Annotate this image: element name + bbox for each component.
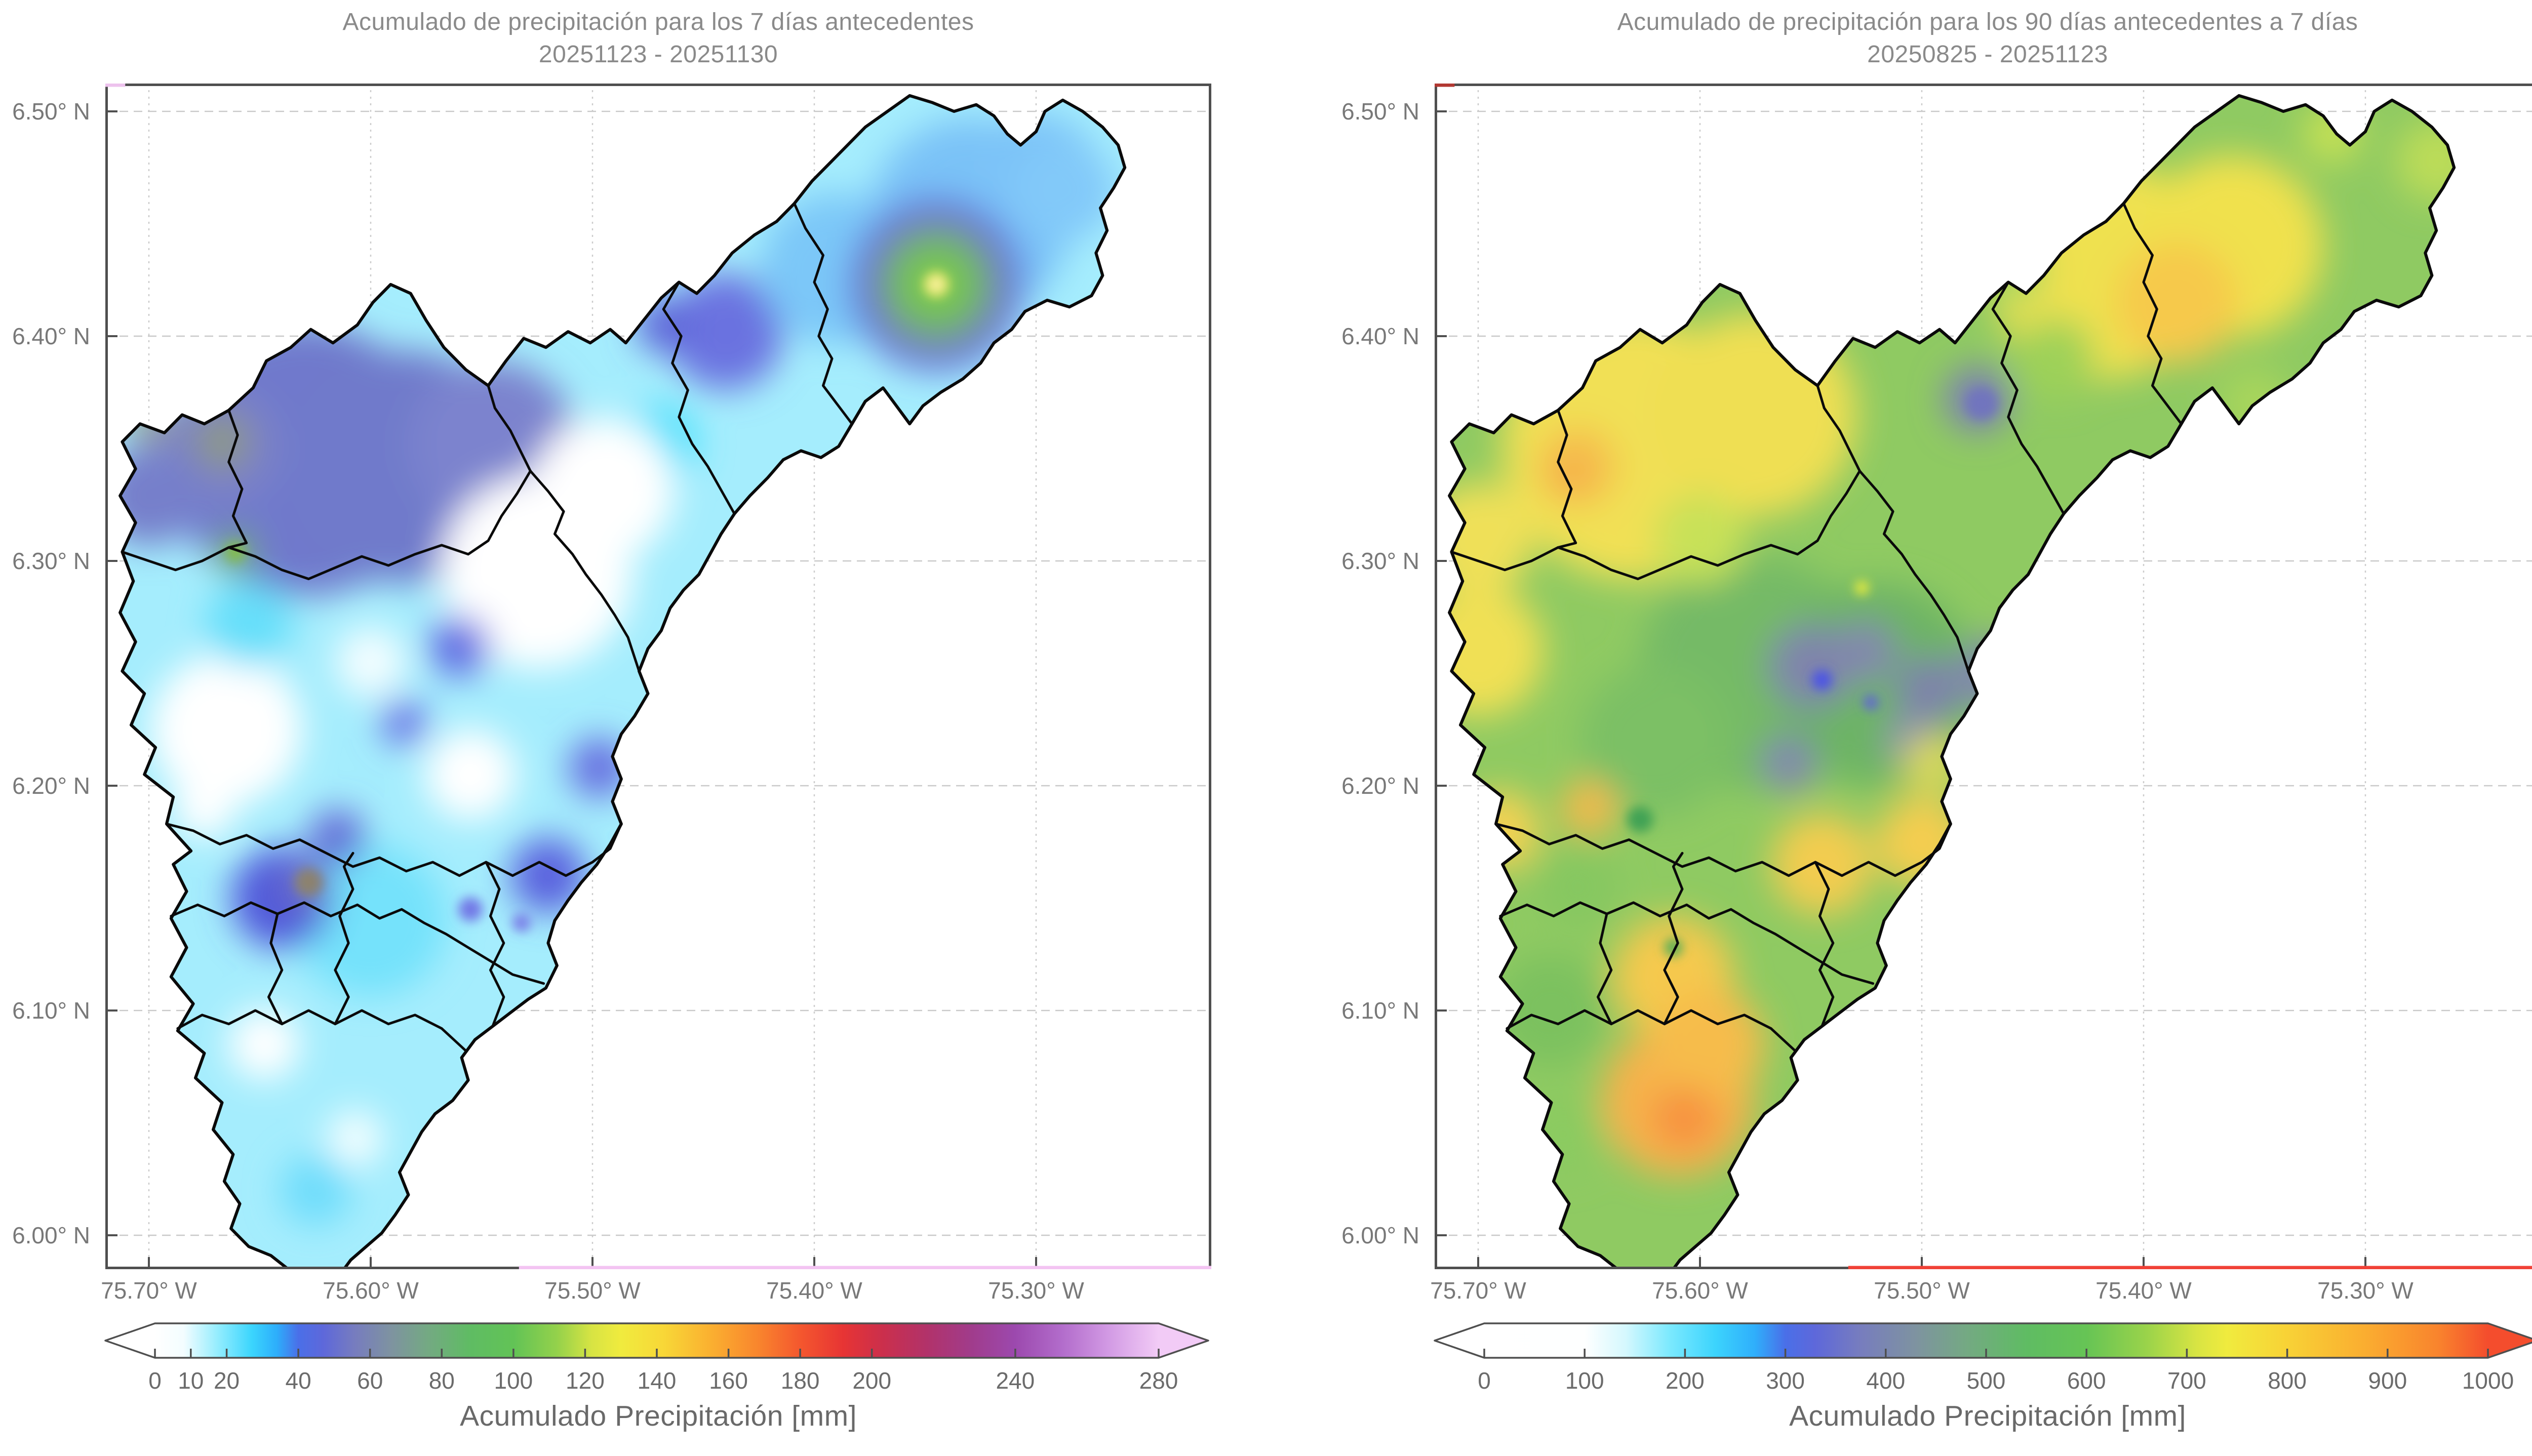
colorbar-tick-label: 280 — [1139, 1367, 1178, 1394]
colorbar-tick-label: 600 — [2067, 1367, 2106, 1394]
y-tick-label: 6.20° N — [1341, 773, 1419, 799]
right-colorbar-label: Acumulado Precipitación [mm] — [1789, 1400, 2186, 1432]
region-outline — [118, 94, 1127, 1293]
colorbar-tick-label: 400 — [1866, 1367, 1906, 1394]
left-panel-title: Acumulado de precipitación para los 7 dí… — [0, 6, 1317, 71]
left-colorbar — [101, 1320, 1212, 1363]
colorbar-tick-label: 0 — [1478, 1367, 1491, 1394]
domain-edge-overlays — [105, 83, 1211, 1270]
colorbar-ticks — [154, 1349, 1160, 1357]
colorbar-tick-label: 200 — [1666, 1367, 1705, 1394]
x-tick-label: 75.50° W — [1874, 1277, 1970, 1304]
domain-edge-overlays — [1435, 83, 2532, 1270]
colorbar-frame — [104, 1322, 1209, 1359]
colorbar-tick-label: 0 — [148, 1367, 162, 1394]
colorbar-tick-label: 100 — [1565, 1367, 1604, 1394]
y-tick-label: 6.40° N — [1341, 323, 1419, 349]
x-tick-label: 75.40° W — [2095, 1277, 2192, 1304]
colorbar-tick-label: 300 — [1766, 1367, 1805, 1394]
y-tick-label: 6.30° N — [1341, 548, 1419, 574]
colorbar-tick-label: 20 — [213, 1367, 240, 1394]
x-tick-label: 75.60° W — [1652, 1277, 1748, 1304]
map-svg-p1 — [1435, 83, 2532, 1293]
colorbar-tick-label: 160 — [709, 1367, 748, 1394]
colorbar-svg-p0 — [104, 1322, 1209, 1359]
colorbar-tick-label: 900 — [2368, 1367, 2407, 1394]
y-tick-label: 6.20° N — [12, 773, 90, 799]
precipitation-field — [120, 95, 1125, 1292]
precipitation-field — [1449, 95, 2455, 1292]
x-tick-label: 75.40° W — [766, 1277, 862, 1304]
municipality-borders — [121, 202, 853, 1053]
right-panel-title: Acumulado de precipitación para los 90 d… — [1329, 6, 2532, 71]
colorbar-gradient — [105, 1323, 1208, 1358]
colorbar-frame — [1434, 1322, 2532, 1359]
colorbar-tick-label: 80 — [428, 1367, 455, 1394]
colorbar-ticks — [1483, 1349, 2489, 1357]
y-tick-label: 6.30° N — [12, 548, 90, 574]
y-tick-label: 6.40° N — [12, 323, 90, 349]
left-title-line2: 20251123 - 20251130 — [538, 41, 778, 68]
colorbar-tick-label: 140 — [637, 1367, 677, 1394]
colorbar-tick-label: 500 — [1966, 1367, 2006, 1394]
x-tick-label: 75.30° W — [988, 1277, 1084, 1304]
x-tick-label: 75.30° W — [2317, 1277, 2414, 1304]
colorbar-tick-label: 10 — [178, 1367, 204, 1394]
left-map-plot — [105, 83, 1211, 1293]
colorbar-tick-label: 120 — [566, 1367, 605, 1394]
left-title-line1: Acumulado de precipitación para los 7 dí… — [342, 9, 974, 35]
colorbar-tick-label: 40 — [285, 1367, 311, 1394]
right-map-plot — [1435, 83, 2532, 1293]
colorbar-tick-label: 200 — [852, 1367, 892, 1394]
x-tick-label: 75.70° W — [1430, 1277, 1526, 1304]
x-tick-label: 75.60° W — [323, 1277, 419, 1304]
colorbar-tick-label: 60 — [357, 1367, 383, 1394]
y-tick-label: 6.00° N — [1341, 1222, 1419, 1248]
region-outline — [1448, 94, 2456, 1293]
right-colorbar — [1430, 1320, 2532, 1363]
colorbar-tick-label: 100 — [494, 1367, 533, 1394]
colorbar-tick-label: 240 — [996, 1367, 1035, 1394]
municipality-borders — [1450, 202, 2183, 1053]
x-tick-label: 75.70° W — [101, 1277, 197, 1304]
right-title-line1: Acumulado de precipitación para los 90 d… — [1617, 9, 2358, 35]
right-title-line2: 20250825 - 20251123 — [1867, 41, 2108, 68]
left-colorbar-label: Acumulado Precipitación [mm] — [460, 1400, 857, 1432]
colorbar-tick-label: 700 — [2167, 1367, 2206, 1394]
colorbar-svg-p1 — [1434, 1322, 2532, 1359]
y-tick-label: 6.10° N — [12, 997, 90, 1024]
colorbar-tick-label: 180 — [780, 1367, 820, 1394]
y-tick-label: 6.50° N — [12, 98, 90, 125]
map-svg-p0 — [105, 83, 1211, 1293]
colorbar-tick-label: 800 — [2268, 1367, 2307, 1394]
colorbar-tick-label: 1000 — [2462, 1367, 2514, 1394]
y-tick-label: 6.10° N — [1341, 997, 1419, 1024]
colorbar-gradient — [1435, 1323, 2532, 1358]
y-tick-label: 6.00° N — [12, 1222, 90, 1248]
y-tick-label: 6.50° N — [1341, 98, 1419, 125]
x-tick-label: 75.50° W — [544, 1277, 641, 1304]
